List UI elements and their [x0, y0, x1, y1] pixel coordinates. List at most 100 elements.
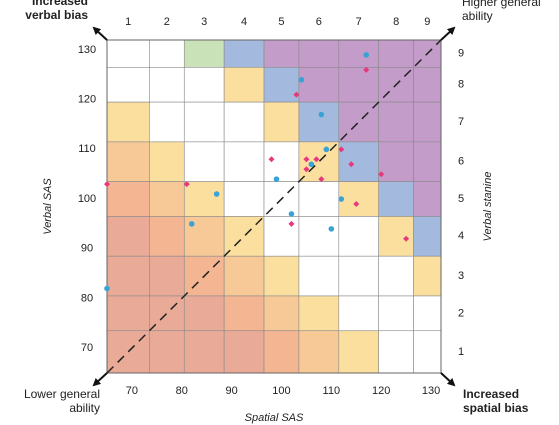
data-point-blue [363, 52, 370, 58]
stanine-cell [223, 295, 265, 332]
stanine-cell [183, 67, 225, 103]
corner-label-verbal-bias: Increased verbal bias [25, 0, 88, 22]
data-point-pink [363, 66, 370, 73]
stanine-cell [149, 67, 185, 103]
stanine-cell [149, 141, 185, 182]
x-tick-label-top: 2 [164, 16, 170, 28]
x-tick-label-top: 3 [201, 16, 207, 28]
stanine-cell [223, 141, 265, 182]
y-tick-label-left: 120 [78, 94, 96, 106]
stanine-cell [149, 101, 185, 143]
stanine-cell [298, 39, 340, 68]
stanine-cell [413, 67, 442, 103]
y-tick-label-right: 2 [458, 307, 464, 319]
data-point-pink [268, 156, 275, 163]
stanine-cell [338, 216, 379, 257]
y-tick-label-right: 7 [458, 116, 464, 128]
stanine-cell [223, 67, 265, 103]
y-tick-label-right: 9 [458, 48, 464, 60]
stanine-cell [298, 330, 340, 374]
y-tick-label-right: 5 [458, 193, 464, 205]
corner-label-higher-ability: Higher general ability [462, 0, 541, 23]
stanine-cell [149, 39, 185, 68]
stanine-cell [106, 216, 150, 257]
stanine-cell [263, 141, 300, 182]
stanine-cell [413, 330, 442, 374]
y-tick-label-left: 70 [81, 342, 93, 354]
stanine-cell [223, 39, 265, 68]
stanine-cell [338, 255, 379, 297]
stanine-cell [149, 216, 185, 257]
stanine-cell [413, 141, 442, 182]
y-tick-label-left: 130 [78, 44, 96, 56]
data-point-blue [308, 161, 315, 168]
y-tick-label-right: 8 [458, 79, 464, 91]
data-point-pink [378, 171, 385, 178]
stanine-cell [298, 255, 340, 297]
data-point-pink [403, 235, 410, 242]
stanine-cell [378, 295, 414, 332]
stanine-cell [183, 295, 225, 332]
stanine-cell [378, 101, 414, 143]
x-tick-label-top: 5 [278, 16, 284, 28]
y-tick-label-left: 110 [78, 143, 96, 155]
stanine-cell [263, 101, 300, 143]
corner-label-spatial-bias: Increased spatial bias [463, 387, 529, 415]
x-tick-label-bottom: 130 [422, 385, 440, 397]
stanine-cell [263, 39, 300, 68]
x-axis-label: Spatial SAS [245, 412, 304, 424]
arrow-bottom-left [92, 372, 108, 387]
stanine-cell [106, 39, 150, 68]
data-point-pink [104, 181, 110, 188]
stanine-cell [223, 330, 265, 374]
stanine-cell [263, 255, 300, 297]
data-point-blue [328, 226, 335, 232]
plot-frame [106, 39, 442, 374]
stanine-cell [183, 101, 225, 143]
arrow-top-left [92, 26, 108, 41]
stanine-cell [338, 141, 379, 182]
data-point-pink [338, 146, 345, 153]
stanine-cell [413, 101, 442, 143]
arrow-top-right [440, 26, 456, 41]
stanine-cell [413, 216, 442, 257]
y-tick-label-right: 4 [458, 230, 464, 242]
stanine-cell [413, 295, 442, 332]
x-tick-label-top: 7 [356, 16, 362, 28]
stanine-cell [263, 67, 300, 103]
data-point-blue [323, 146, 330, 153]
stanine-cell [183, 181, 225, 217]
diagonal-line [106, 39, 442, 374]
data-point-blue [213, 191, 220, 197]
stanine-cell [149, 255, 185, 297]
stanine-cell [378, 330, 414, 374]
data-point-pink [288, 220, 295, 227]
data-point-pink [183, 181, 190, 188]
stanine-cell [298, 181, 340, 217]
stanine-cell [298, 67, 340, 103]
data-point-blue [188, 221, 195, 227]
y-tick-label-left: 100 [78, 193, 96, 205]
data-point-pink [293, 91, 300, 98]
stanine-cell [223, 101, 265, 143]
stanine-cell [263, 216, 300, 257]
data-point-pink [313, 156, 320, 163]
x-tick-label-top: 1 [125, 16, 131, 28]
x-tick-label-top: 6 [316, 16, 322, 28]
y-tick-label-right: 3 [458, 270, 464, 282]
stanine-cell [378, 216, 414, 257]
data-point-pink [318, 176, 325, 183]
stanine-cell [338, 39, 379, 68]
stanine-cell [298, 101, 340, 143]
stanine-cell [338, 181, 379, 217]
stanine-cell [338, 295, 379, 332]
stanine-cell [106, 255, 150, 297]
y-axis-label-left: Verbal SAS [42, 178, 54, 235]
data-point-pink [303, 166, 310, 173]
data-point-blue [104, 285, 110, 292]
x-tick-label-bottom: 90 [226, 385, 238, 397]
stanine-cell [223, 181, 265, 217]
x-tick-label-top: 4 [241, 16, 247, 28]
stanine-cell [106, 141, 150, 182]
